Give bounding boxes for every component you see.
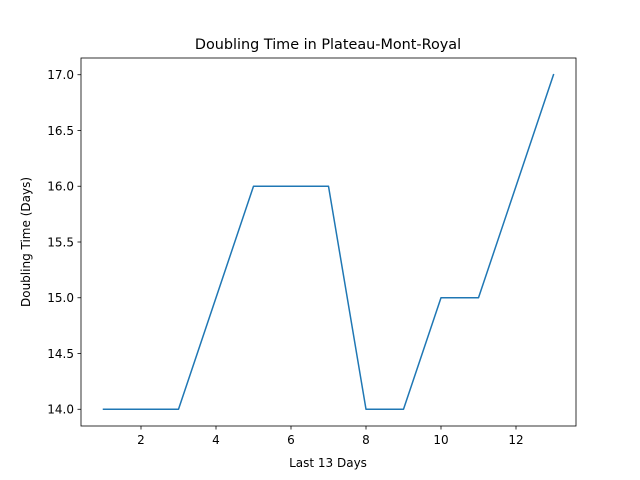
y-axis-label: Doubling Time (Days) (19, 177, 33, 307)
y-tick-label: 15.0 (47, 291, 74, 305)
x-tick-label: 2 (137, 433, 145, 447)
y-tick-label: 17.0 (47, 68, 74, 82)
x-axis-label: Last 13 Days (289, 456, 367, 470)
y-tick-label: 15.5 (47, 235, 74, 249)
y-tick-label: 14.5 (47, 347, 74, 361)
y-tick-label: 14.0 (47, 403, 74, 417)
x-tick-label: 8 (362, 433, 370, 447)
y-tick-label: 16.5 (47, 124, 74, 138)
y-tick-label: 16.0 (47, 180, 74, 194)
x-tick-label: 6 (287, 433, 295, 447)
plot-area: 2 4 6 8 10 12 14.0 14.5 15.0 15.5 16.0 16.5 17.0 (47, 57, 577, 447)
series-line-0 (102, 73, 555, 411)
plot-frame (80, 57, 577, 427)
x-tick-label: 4 (212, 433, 220, 447)
chart-title: Doubling Time in Plateau-Mont-Royal (195, 37, 461, 53)
x-tick-label: 12 (508, 433, 523, 447)
x-tick-label: 10 (433, 433, 448, 447)
